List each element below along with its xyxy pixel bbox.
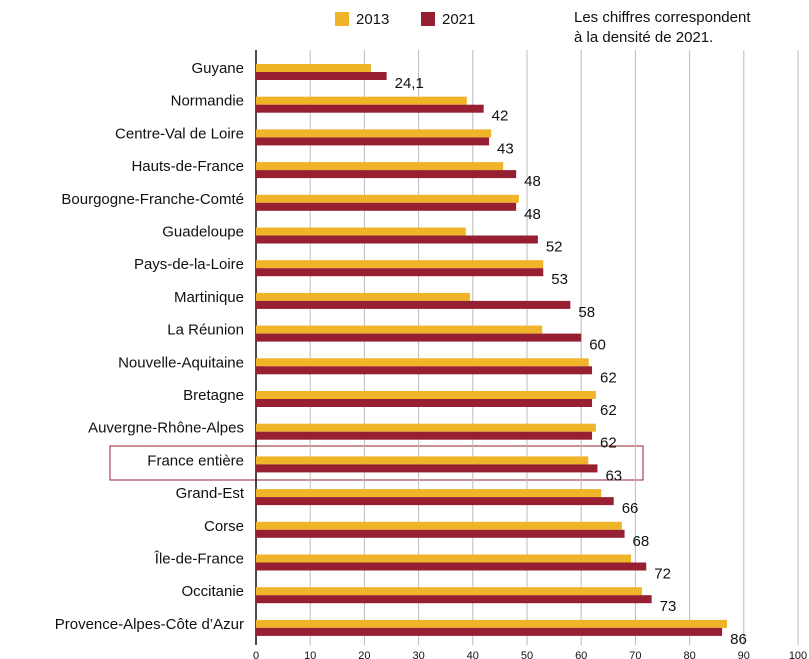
bar — [256, 595, 652, 604]
legend-swatch — [335, 12, 349, 26]
y-tick-label: Île-de-France — [154, 550, 244, 567]
bar — [256, 391, 596, 399]
bar — [256, 300, 571, 309]
x-tick-label: 60 — [575, 650, 587, 659]
bar — [256, 464, 598, 473]
data-label: 62 — [600, 369, 617, 386]
y-tick-label: Guadeloupe — [162, 223, 244, 240]
y-tick-label: Guyane — [191, 60, 244, 77]
bar — [256, 554, 632, 563]
bar — [256, 497, 614, 506]
bar — [256, 260, 544, 269]
bar — [256, 170, 517, 179]
bar — [256, 96, 467, 105]
bar — [256, 227, 466, 236]
data-label: 73 — [660, 598, 677, 615]
y-tick-label: France entière — [147, 452, 244, 469]
bar — [256, 456, 589, 465]
data-label: 62 — [600, 435, 617, 452]
y-tick-label: Nouvelle-Aquitaine — [118, 354, 244, 371]
bar — [256, 399, 593, 407]
y-tick-label: Martinique — [174, 289, 244, 306]
y-tick-label: Normandie — [171, 93, 244, 110]
data-label: 24,1 — [395, 75, 424, 92]
bar — [256, 333, 582, 342]
y-tick-label: Auvergne-Rhône-Alpes — [88, 420, 244, 437]
bar — [256, 162, 504, 171]
bar — [256, 129, 492, 138]
y-tick-label: Pays-de-la-Loire — [134, 256, 244, 273]
data-label: 68 — [633, 533, 650, 550]
x-tick-label: 20 — [358, 650, 370, 659]
bar — [256, 521, 622, 530]
data-label: 66 — [622, 500, 639, 517]
bar — [256, 292, 471, 301]
data-label: 48 — [524, 206, 541, 223]
bar — [256, 325, 543, 334]
bar — [256, 194, 519, 203]
highlight-box — [109, 445, 644, 481]
y-tick-label: Hauts-de-France — [131, 158, 244, 175]
bar — [256, 366, 593, 375]
x-tick-label: 40 — [467, 650, 479, 659]
data-label: 63 — [605, 467, 622, 484]
y-tick-label: La Réunion — [167, 322, 244, 339]
y-tick-label: Corse — [204, 518, 244, 535]
legend-label: 2013 — [356, 11, 389, 28]
bar — [256, 587, 642, 596]
bar — [256, 137, 490, 146]
bar — [256, 202, 517, 211]
x-tick-label: 30 — [412, 650, 424, 659]
data-label: 42 — [492, 108, 509, 125]
legend-label: 2021 — [442, 11, 475, 28]
data-label: 43 — [497, 140, 514, 157]
annotation: Les chiffres correspondent — [574, 9, 751, 26]
y-tick-label: Occitanie — [181, 583, 244, 600]
data-label: 86 — [730, 631, 747, 648]
y-tick-label: Provence-Alpes-Côte d’Azur — [55, 616, 244, 633]
x-tick-label: 10 — [304, 650, 316, 659]
x-tick-label: 0 — [253, 650, 259, 659]
x-tick-label: 90 — [738, 650, 750, 659]
bar — [256, 489, 602, 498]
y-tick-label: Bourgogne-Franche-Comté — [61, 191, 244, 208]
bar — [256, 72, 387, 80]
bar — [256, 431, 593, 440]
bar — [256, 235, 538, 244]
x-tick-label: 100 — [789, 650, 807, 659]
bar — [256, 64, 371, 72]
data-label: 60 — [589, 337, 606, 354]
data-label: 58 — [578, 304, 595, 321]
data-label: 53 — [551, 271, 568, 288]
bar — [256, 104, 484, 113]
data-label: 62 — [600, 402, 617, 419]
data-label: 52 — [546, 238, 563, 255]
y-tick-label: Grand-Est — [176, 485, 245, 502]
legend-swatch — [421, 12, 435, 26]
x-tick-label: 50 — [521, 650, 533, 659]
bar — [256, 562, 647, 571]
x-tick-label: 80 — [683, 650, 695, 659]
bar — [256, 529, 625, 538]
x-tick-label: 70 — [629, 650, 641, 659]
bar — [256, 423, 596, 432]
bar — [256, 358, 589, 367]
y-tick-label: Centre-Val de Loire — [115, 125, 244, 142]
annotation: à la densité de 2021. — [574, 29, 713, 46]
y-tick-label: Bretagne — [183, 387, 244, 404]
bar — [256, 627, 723, 636]
data-label: 48 — [524, 173, 541, 190]
bar — [256, 268, 544, 277]
bar — [256, 619, 727, 628]
data-label: 72 — [654, 565, 671, 582]
